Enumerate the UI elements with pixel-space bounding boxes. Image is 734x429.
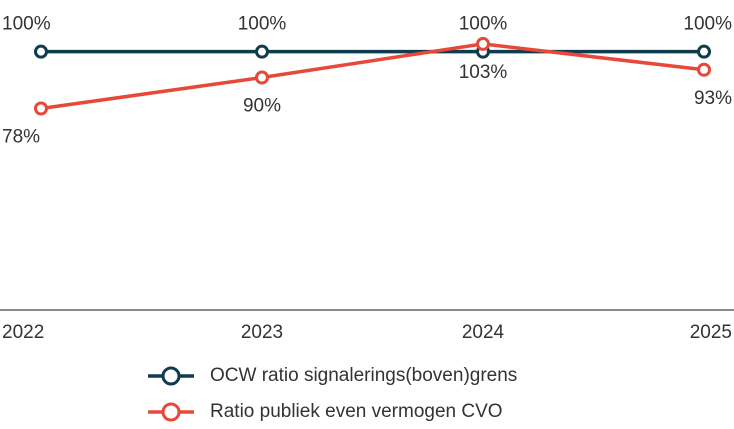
point — [255, 70, 269, 85]
legend-marker — [161, 402, 181, 422]
point — [476, 36, 490, 51]
data-label: 103% — [459, 62, 508, 83]
series-line — [40, 42, 705, 111]
x-tick-label: 2024 — [462, 322, 505, 343]
data-label: 100% — [459, 14, 508, 35]
data-label: 90% — [243, 96, 281, 117]
data-label: 93% — [694, 88, 732, 109]
x-tick-label: 2022 — [2, 322, 44, 343]
data-label: 100% — [683, 14, 732, 35]
x-tick-label: 2025 — [690, 322, 732, 343]
point — [697, 62, 711, 77]
point — [34, 101, 48, 116]
legend-label: Ratio publiek even vermogen CVO — [210, 401, 503, 422]
data-label: 78% — [2, 127, 40, 148]
data-label: 100% — [238, 14, 287, 35]
x-tick-label: 2023 — [241, 322, 283, 343]
legend-label: OCW ratio signalerings(boven)grens — [210, 365, 517, 386]
point — [34, 44, 48, 59]
legend-marker — [161, 366, 181, 386]
data-label: 100% — [2, 14, 51, 35]
point — [697, 44, 711, 59]
point — [255, 44, 269, 59]
